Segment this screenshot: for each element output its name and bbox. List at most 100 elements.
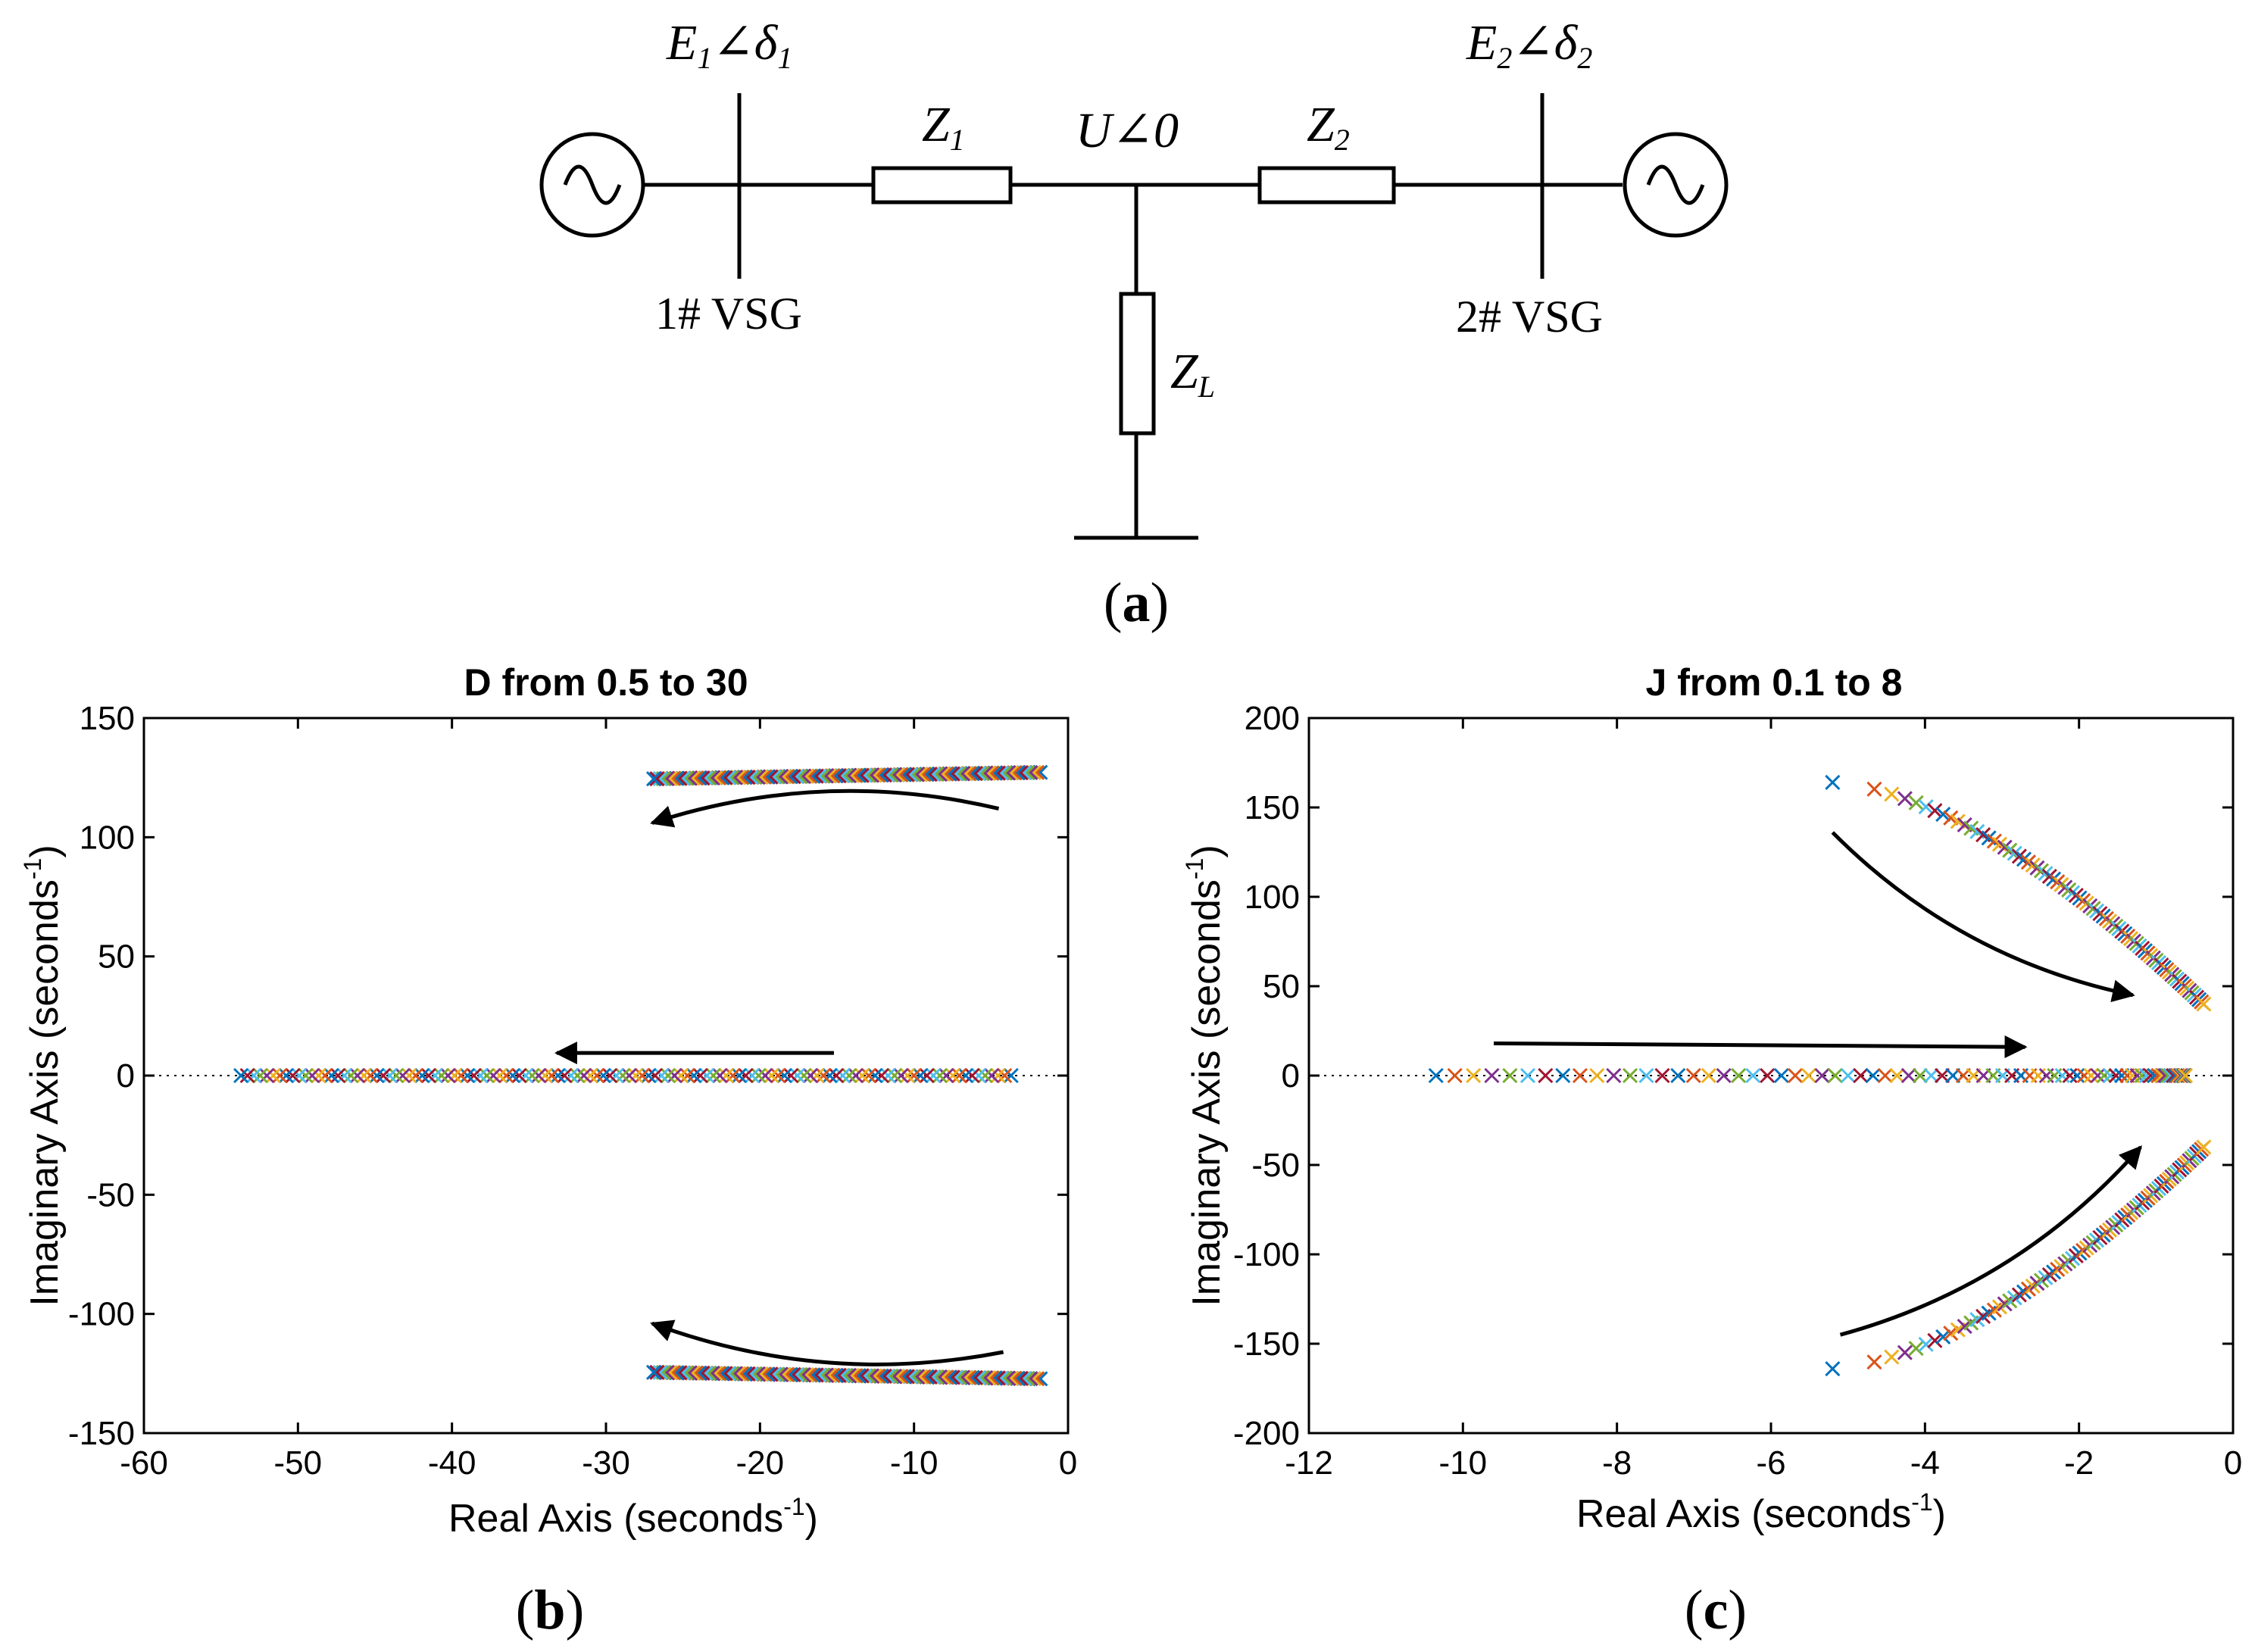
pole-marker: [246, 1067, 262, 1084]
pole-marker: [517, 1067, 534, 1084]
pole-marker: [660, 1067, 676, 1084]
pole-marker: [1589, 1067, 1605, 1084]
pole-marker: [285, 1067, 301, 1084]
pole-marker: [628, 1067, 644, 1084]
pole-marker: [970, 1067, 987, 1084]
pole-marker: [1538, 1067, 1554, 1084]
x-tick-label: -4: [1910, 1444, 1940, 1482]
pole-marker: [1638, 1067, 1654, 1084]
pole-marker: [848, 1067, 864, 1084]
pole-marker: [738, 1067, 754, 1084]
pole-marker: [1685, 1067, 1701, 1084]
pole-marker: [1923, 1067, 1939, 1084]
pole-marker: [1825, 774, 1841, 791]
pole-marker: [2090, 1067, 2106, 1084]
pole-marker: [932, 1067, 948, 1084]
pole-marker: [401, 1067, 417, 1084]
caption-a: (a): [1104, 572, 1169, 634]
pole-marker: [679, 1067, 695, 1084]
pole-marker: [647, 1067, 663, 1084]
pole-marker: [1889, 1067, 1905, 1084]
pole-marker: [595, 1067, 611, 1084]
pole-marker: [2076, 1067, 2092, 1084]
pole-marker: [278, 1067, 294, 1084]
pole-marker: [550, 1067, 566, 1084]
pole-marker: [957, 1067, 974, 1084]
pole-marker: [886, 1067, 903, 1084]
pole-marker: [731, 1067, 748, 1084]
pole-marker: [919, 1067, 935, 1084]
pole-marker: [1773, 1067, 1789, 1084]
y-tick-label: 0: [1282, 1057, 1300, 1095]
pole-marker: [802, 1067, 818, 1084]
x-tick-label: -30: [582, 1444, 630, 1482]
pole-marker: [2196, 996, 2212, 1012]
pole-marker: [433, 1067, 450, 1084]
pole-marker: [1801, 1067, 1816, 1084]
pole-marker: [645, 1364, 662, 1380]
pole-marker: [389, 1067, 404, 1084]
pole-marker: [796, 1067, 812, 1084]
pole-marker: [440, 1067, 456, 1084]
pole-marker: [1897, 791, 1913, 807]
label-z1: Z1: [922, 97, 965, 157]
pole-marker: [1484, 1067, 1500, 1084]
impedance-z2: [1257, 166, 1396, 205]
pole-marker: [880, 1067, 896, 1084]
pole-marker: [427, 1067, 443, 1084]
pole-marker: [356, 1067, 372, 1084]
pole-marker: [951, 1067, 967, 1084]
pole-marker: [1840, 1067, 1856, 1084]
pole-marker: [1572, 1067, 1588, 1084]
chart-title: D from 0.5 to 30: [464, 661, 748, 704]
pole-marker: [2196, 1139, 2212, 1155]
pole-marker: [395, 1067, 411, 1084]
pole-marker: [1716, 1067, 1732, 1084]
pole-marker: [239, 1067, 255, 1084]
x-tick-label: -10: [890, 1444, 939, 1482]
pole-marker: [705, 1067, 721, 1084]
pole-marker: [233, 1067, 249, 1084]
x-tick-label: -60: [120, 1444, 168, 1482]
pole-marker: [511, 1067, 527, 1084]
y-tick-label: -150: [68, 1415, 135, 1452]
pole-marker: [1918, 799, 1934, 815]
label-z2: Z2: [1307, 97, 1350, 157]
pole-marker: [822, 1067, 838, 1084]
pole-marker: [645, 771, 662, 787]
pole-marker: [654, 1067, 670, 1084]
pole-marker: [867, 1067, 883, 1084]
x-tick-label: -6: [1756, 1444, 1785, 1482]
circuit-labels: E1∠δ1 E2∠δ2 Z1 Z2 ZL U∠0 1# VSG 2# VSG (…: [655, 15, 1603, 634]
pole-marker: [1897, 1344, 1913, 1360]
pole-marker: [362, 1067, 379, 1084]
pole-marker: [906, 1067, 922, 1084]
pole-marker: [305, 1067, 320, 1084]
pole-marker: [913, 1067, 929, 1084]
pole-marker: [265, 1067, 281, 1084]
pole-marker: [343, 1067, 359, 1084]
pole-marker: [939, 1067, 954, 1084]
pole-marker: [2069, 1067, 2085, 1084]
pole-markers: [1428, 774, 2212, 1377]
x-tick-label: -12: [1285, 1444, 1333, 1482]
pole-marker: [1555, 1067, 1571, 1084]
pole-marker: [615, 1067, 631, 1084]
pole-marker: [1908, 795, 1924, 810]
pole-marker: [1731, 1067, 1747, 1084]
pole-marker: [576, 1067, 592, 1084]
pole-marker: [860, 1067, 876, 1084]
pole-marker: [652, 771, 668, 787]
direction-arrows: [1493, 831, 2142, 1337]
sine-icon: [1646, 164, 1705, 205]
pole-marker: [2102, 1067, 2118, 1084]
pole-marker: [1908, 1341, 1924, 1357]
pole-marker: [1447, 1067, 1463, 1084]
pole-marker: [649, 771, 665, 787]
x-tick-label: -8: [1602, 1444, 1632, 1482]
y-tick-label: 100: [80, 819, 135, 856]
pole-marker: [1853, 1067, 1869, 1084]
pole-marker: [524, 1067, 540, 1084]
chart-b: -60 -50 -40 -30 -20 -10 0-150-100-50050100150 …: [19, 661, 1077, 1641]
pole-marker: [673, 1067, 689, 1084]
